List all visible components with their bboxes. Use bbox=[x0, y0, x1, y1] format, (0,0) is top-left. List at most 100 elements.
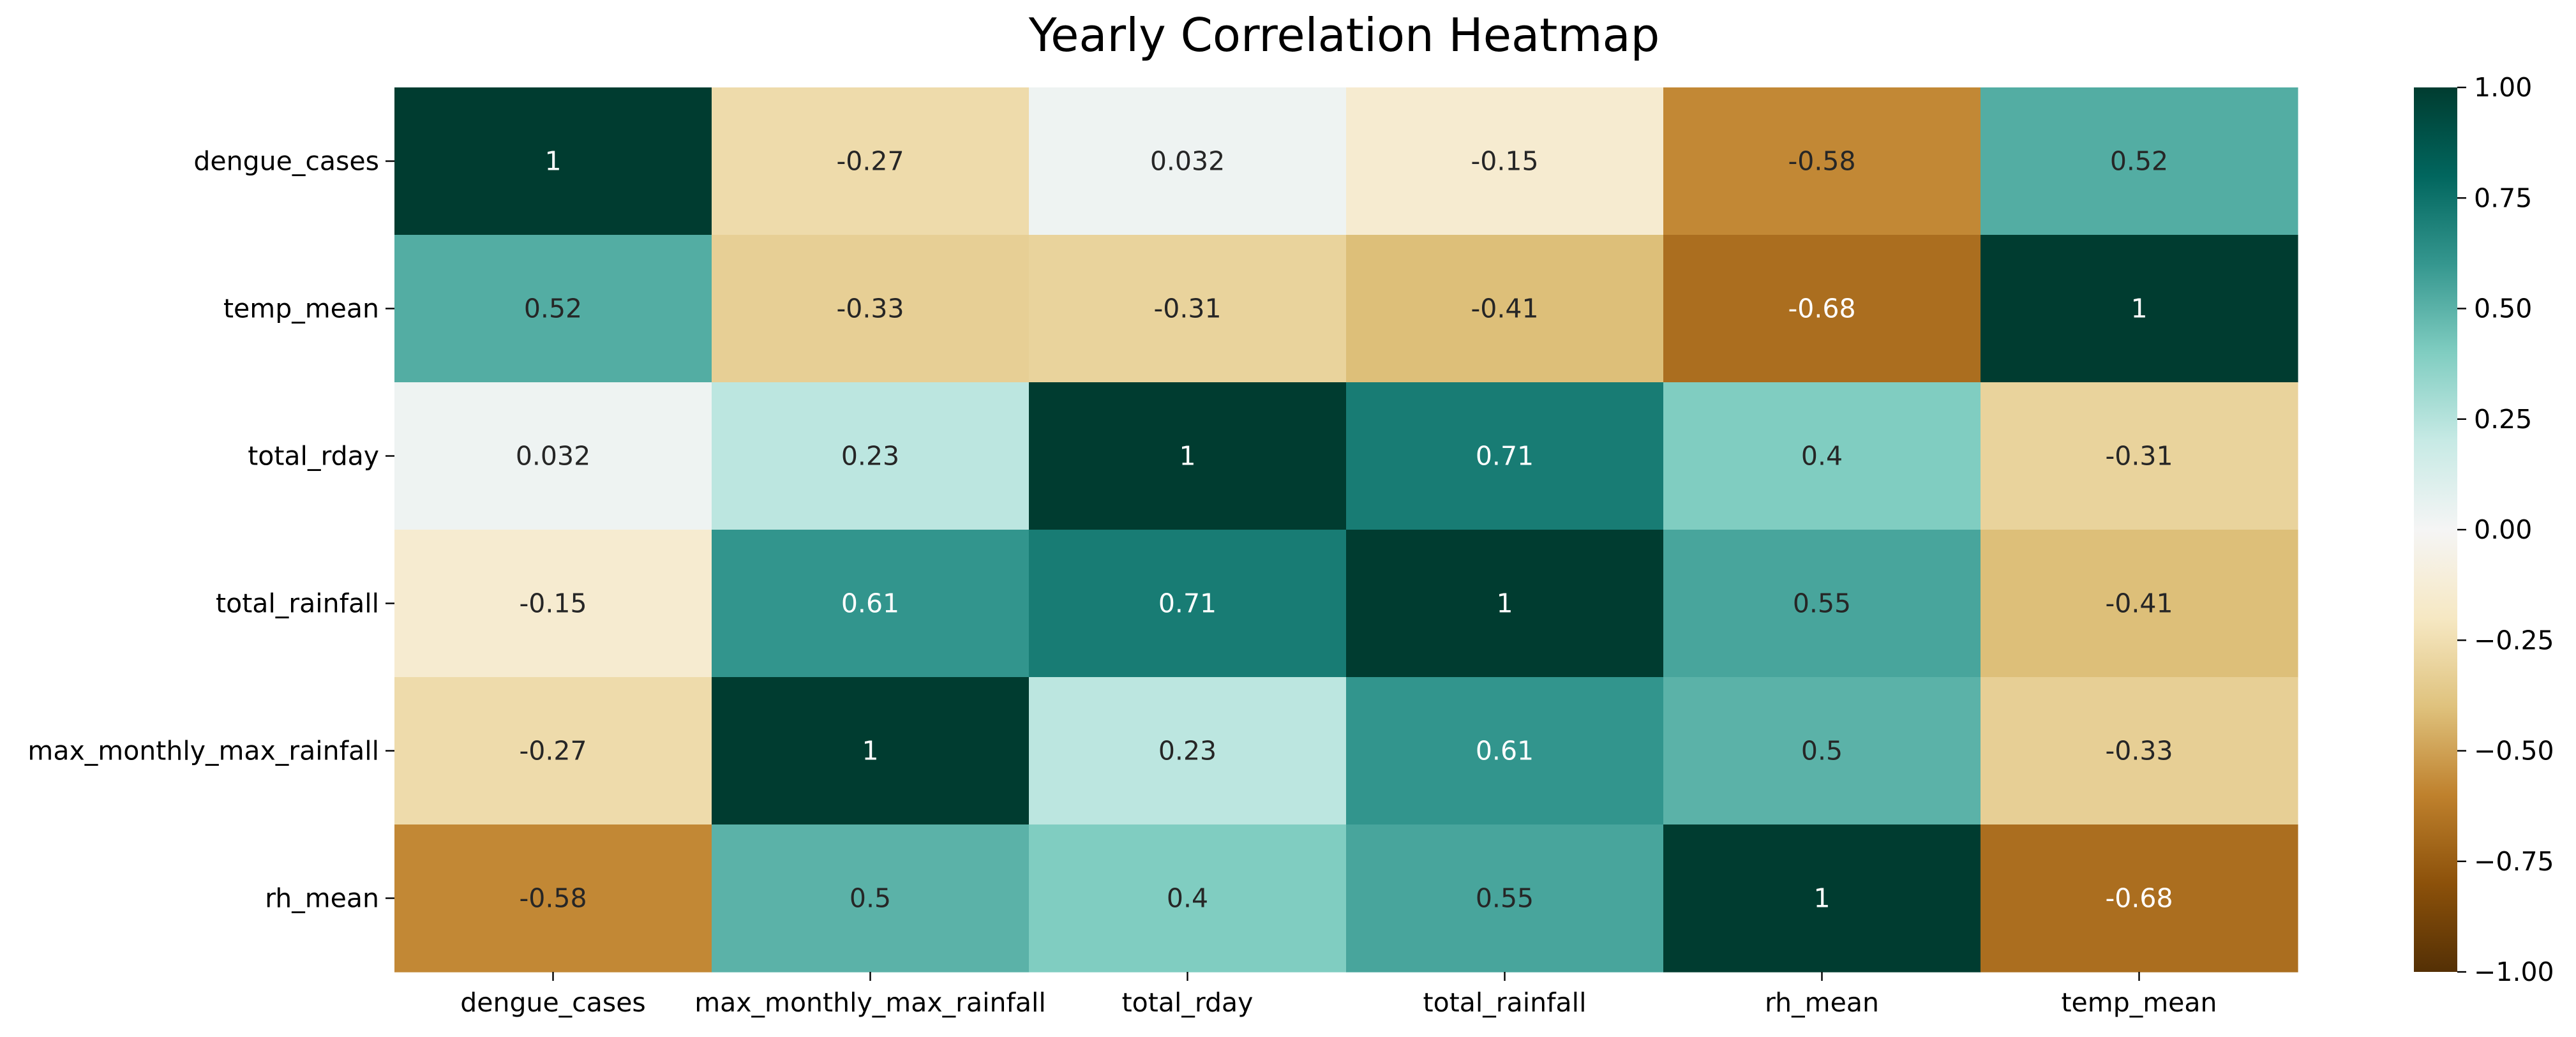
heatmap-cell bbox=[394, 677, 712, 825]
cell-annotation: 0.55 bbox=[1476, 883, 1534, 914]
heatmap-cell bbox=[1029, 235, 1347, 383]
cell-annotation: 1 bbox=[2130, 294, 2147, 324]
colorbar-tick-label: 0.00 bbox=[2474, 514, 2532, 545]
heatmap-cell bbox=[394, 824, 712, 973]
colorbar-tick-label: 0.25 bbox=[2474, 404, 2532, 435]
cell-annotation: -0.33 bbox=[2105, 736, 2173, 766]
cell-annotation: -0.31 bbox=[2105, 441, 2173, 472]
heatmap-cell bbox=[1663, 824, 1981, 973]
cell-annotation: 0.61 bbox=[841, 588, 899, 619]
cell-annotation: 0.71 bbox=[1158, 588, 1217, 619]
cell-annotation: -0.27 bbox=[836, 146, 904, 177]
heatmap-cell bbox=[394, 530, 712, 678]
cell-annotation: 0.4 bbox=[1801, 441, 1843, 472]
cell-annotation: 1 bbox=[544, 146, 561, 177]
heatmap-cell bbox=[1981, 382, 2298, 530]
colorbar-tick-label: −0.75 bbox=[2474, 846, 2554, 877]
cell-annotation: -0.68 bbox=[1788, 294, 1855, 324]
heatmap-cell bbox=[1346, 824, 1664, 973]
cell-annotation: 1 bbox=[1813, 883, 1830, 914]
heatmap-cell bbox=[712, 530, 1030, 678]
cell-annotation: 0.032 bbox=[516, 441, 590, 472]
cell-annotation: -0.41 bbox=[1471, 294, 1538, 324]
heatmap-cell bbox=[712, 677, 1030, 825]
heatmap-cell bbox=[394, 382, 712, 530]
heatmap-cell bbox=[1663, 677, 1981, 825]
heatmap-cell bbox=[1346, 677, 1664, 825]
heatmap-cell bbox=[712, 824, 1030, 973]
cell-annotation: -0.58 bbox=[1788, 146, 1855, 177]
heatmap-cell bbox=[712, 87, 1030, 235]
cell-annotation: 0.032 bbox=[1150, 146, 1225, 177]
heatmap-cell bbox=[1981, 87, 2298, 235]
cell-annotation: -0.41 bbox=[2105, 588, 2173, 619]
y-axis: dengue_cases temp_mean total_rday total_rai… bbox=[27, 146, 394, 914]
cell-annotation: 0.61 bbox=[1476, 736, 1534, 766]
x-tick-label: total_rainfall bbox=[1423, 987, 1587, 1018]
heatmap-cell bbox=[1029, 677, 1347, 825]
x-tick-label: temp_mean bbox=[2061, 987, 2217, 1018]
heatmap-cell bbox=[1981, 235, 2298, 383]
heatmap-cell bbox=[1663, 235, 1981, 383]
cell-annotation: 0.5 bbox=[1801, 736, 1843, 766]
heatmap-cell bbox=[1029, 824, 1347, 973]
colorbar-tick-label: 1.00 bbox=[2474, 72, 2532, 103]
heatmap-cell bbox=[712, 382, 1030, 530]
cell-annotation: 0.23 bbox=[1158, 736, 1217, 766]
cell-annotation: 0.5 bbox=[850, 883, 891, 914]
y-tick-label: rh_mean bbox=[265, 883, 379, 914]
colorbar: 1.00 0.75 0.50 0.25 0.00 −0.25 −0.50 −0.75 −1.00 bbox=[2414, 72, 2554, 987]
cell-annotation: 0.23 bbox=[841, 441, 899, 472]
heatmap-cell bbox=[394, 235, 712, 383]
cell-annotation: 0.4 bbox=[1167, 883, 1208, 914]
cell-annotation: -0.33 bbox=[836, 294, 904, 324]
heatmap-cell bbox=[1346, 235, 1664, 383]
colorbar-tick-label: −0.50 bbox=[2474, 736, 2554, 766]
x-tick-label: rh_mean bbox=[1765, 987, 1879, 1018]
y-tick-label: dengue_cases bbox=[193, 146, 379, 177]
cell-annotation: -0.31 bbox=[1153, 294, 1221, 324]
heatmap-cell bbox=[1029, 530, 1347, 678]
cell-annotation: 0.52 bbox=[2110, 146, 2168, 177]
cell-annotation: 1 bbox=[1179, 441, 1195, 472]
heatmap-cell bbox=[712, 235, 1030, 383]
cell-annotation: 0.71 bbox=[1476, 441, 1534, 472]
y-tick-label: total_rday bbox=[248, 441, 379, 472]
colorbar-gradient bbox=[2414, 87, 2457, 972]
y-tick-label: temp_mean bbox=[223, 294, 379, 324]
heatmap-cell bbox=[1346, 87, 1664, 235]
colorbar-tick-label: −0.25 bbox=[2474, 625, 2554, 655]
x-tick-label: dengue_cases bbox=[460, 987, 646, 1018]
cell-annotation: 0.52 bbox=[524, 294, 582, 324]
heatmap-cell bbox=[394, 87, 712, 235]
cell-annotation: 1 bbox=[862, 736, 878, 766]
heatmap-cell bbox=[1981, 530, 2298, 678]
y-tick-label: total_rainfall bbox=[216, 588, 379, 619]
heatmap-cell bbox=[1663, 87, 1981, 235]
heatmap-cells bbox=[394, 87, 2298, 973]
colorbar-tick-label: 0.50 bbox=[2474, 294, 2532, 324]
heatmap-cell bbox=[1663, 382, 1981, 530]
colorbar-tick-label: −1.00 bbox=[2474, 957, 2554, 987]
heatmap-cell bbox=[1346, 530, 1664, 678]
cell-annotation: -0.15 bbox=[1471, 146, 1538, 177]
cell-annotation: -0.58 bbox=[519, 883, 587, 914]
x-axis: dengue_cases max_monthly_max_rainfall tota… bbox=[460, 972, 2217, 1018]
x-tick-label: total_rday bbox=[1122, 987, 1254, 1018]
heatmap-cell bbox=[1663, 530, 1981, 678]
colorbar-tick-label: 0.75 bbox=[2474, 183, 2532, 213]
heatmap-cell bbox=[1029, 87, 1347, 235]
heatmap-cell bbox=[1981, 677, 2298, 825]
heatmap-cell bbox=[1346, 382, 1664, 530]
cell-annotation: 1 bbox=[1496, 588, 1513, 619]
chart-title: Yearly Correlation Heatmap bbox=[1028, 8, 1660, 62]
cell-annotation: -0.27 bbox=[519, 736, 587, 766]
y-tick-label: max_monthly_max_rainfall bbox=[27, 736, 379, 766]
cell-annotation: 0.55 bbox=[1793, 588, 1851, 619]
cell-annotation: -0.68 bbox=[2105, 883, 2173, 914]
heatmap-cell bbox=[1029, 382, 1347, 530]
heatmap-cell bbox=[1981, 824, 2298, 973]
heatmap-annotations: 1 -0.27 0.032 -0.15 -0.58 0.52 0.52 -0.33 -0.31 -… bbox=[516, 146, 2173, 914]
